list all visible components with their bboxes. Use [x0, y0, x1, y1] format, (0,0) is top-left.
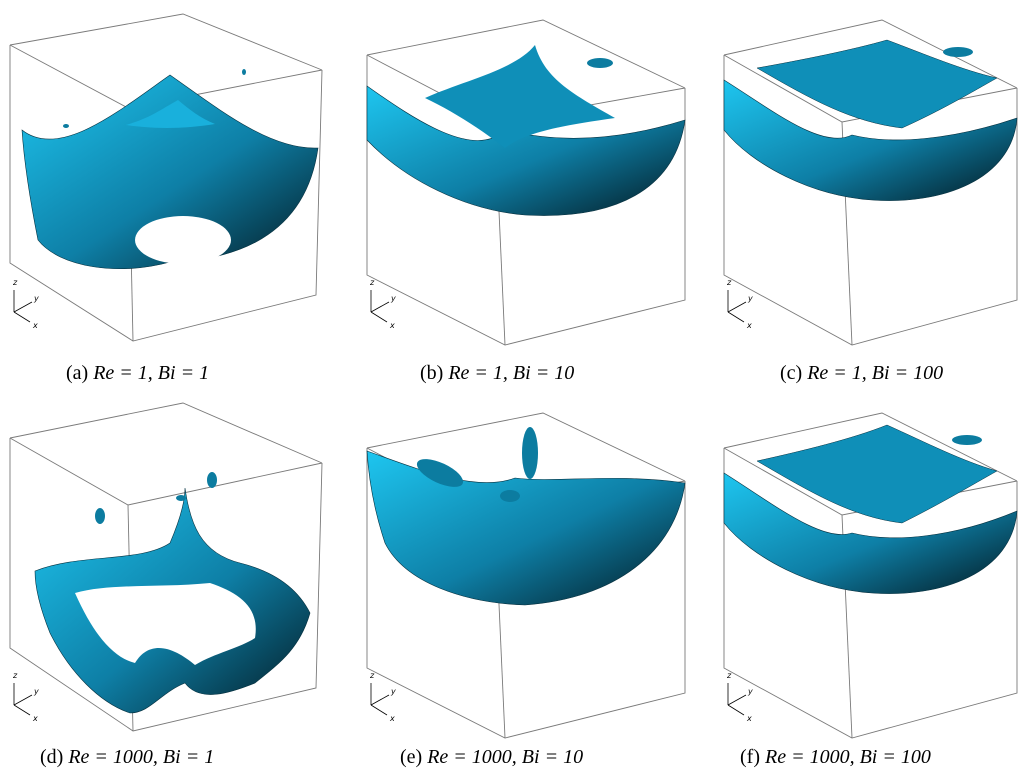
- caption-math: Re = 1000, Bi = 1: [68, 746, 215, 768]
- caption-tag: (f): [740, 746, 760, 768]
- caption-tag: (c): [780, 362, 803, 384]
- axis-z-label: z: [12, 278, 18, 287]
- caption-math: Re = 1000, Bi = 100: [764, 746, 931, 768]
- isosurface-plot-a: z y x: [9, 13, 323, 342]
- caption-c: (c) Re = 1, Bi = 100: [780, 362, 943, 385]
- axis-x-label: x: [746, 321, 752, 330]
- panel-f: z y x (f) Re = 1000, Bi = 100: [712, 393, 1028, 768]
- caption-a: (a) Re = 1, Bi = 1: [66, 362, 209, 385]
- isosurface-plot-d: z y x: [9, 402, 323, 732]
- axis-z-label: z: [369, 671, 375, 680]
- caption-tag: (b): [420, 362, 444, 384]
- panel-e: z y x (e) Re = 1000, Bi = 10: [355, 393, 695, 768]
- axis-y-label: y: [747, 294, 753, 303]
- isosurface-plot-e: z y x: [366, 412, 686, 739]
- axis-triad: [13, 290, 33, 323]
- axis-y-label: y: [390, 294, 396, 303]
- isosurface-plot-f: z y x: [723, 412, 1018, 739]
- axis-x-label: x: [389, 714, 395, 723]
- axis-x-label: x: [746, 714, 752, 723]
- caption-tag: (e): [400, 746, 423, 768]
- axis-z-label: z: [12, 671, 18, 680]
- caption-tag: (d): [40, 746, 64, 768]
- panel-c: z y x (c) Re = 1, Bi = 100: [712, 0, 1028, 384]
- axis-y-label: y: [33, 294, 39, 303]
- caption-e: (e) Re = 1000, Bi = 10: [400, 746, 583, 769]
- axis-y-label: y: [390, 687, 396, 696]
- hole: [135, 216, 231, 264]
- axis-z-label: z: [726, 278, 732, 287]
- isosurface: [21, 74, 319, 270]
- caption-f: (f) Re = 1000, Bi = 100: [740, 746, 931, 769]
- caption-tag: (a): [66, 362, 89, 384]
- axis-y-label: y: [33, 687, 39, 696]
- axis-z-label: z: [726, 671, 732, 680]
- axis-x-label: x: [32, 321, 38, 330]
- caption-d: (d) Re = 1000, Bi = 1: [40, 746, 214, 769]
- axis-z-label: z: [369, 278, 375, 287]
- axis-y-label: y: [747, 687, 753, 696]
- caption-math: Re = 1, Bi = 1: [93, 362, 210, 384]
- caption-math: Re = 1, Bi = 100: [807, 362, 944, 384]
- isosurface-plot-c: z y x: [723, 19, 1018, 346]
- panel-d: z y x (d) Re = 1000, Bi = 1: [0, 393, 340, 768]
- caption-math: Re = 1, Bi = 10: [448, 362, 575, 384]
- panel-a: z y x (a) Re = 1, Bi = 1: [0, 0, 340, 384]
- axis-x-label: x: [32, 714, 38, 723]
- panel-b: z y x (b) Re = 1, Bi = 10: [355, 0, 695, 384]
- caption-b: (b) Re = 1, Bi = 10: [420, 362, 574, 385]
- axis-x-label: x: [389, 321, 395, 330]
- isosurface-plot-b: z y x: [366, 19, 686, 346]
- caption-math: Re = 1000, Bi = 10: [427, 746, 584, 768]
